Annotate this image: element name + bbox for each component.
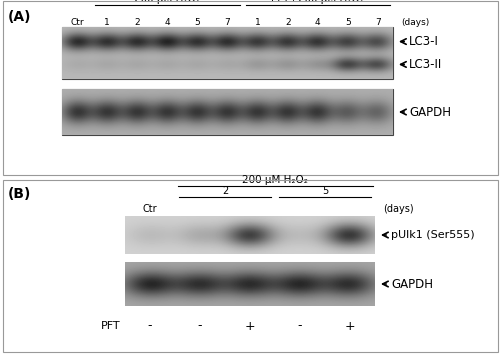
Text: (days): (days) bbox=[383, 204, 414, 214]
Text: 2: 2 bbox=[285, 18, 290, 27]
Text: (B): (B) bbox=[8, 187, 32, 201]
Text: PFT: PFT bbox=[100, 321, 120, 331]
Text: 7: 7 bbox=[375, 18, 381, 27]
Text: +: + bbox=[344, 320, 356, 332]
Text: 200 μM H₂O₂: 200 μM H₂O₂ bbox=[134, 0, 200, 4]
Text: 7: 7 bbox=[224, 18, 230, 27]
Text: pUlk1 (Ser555): pUlk1 (Ser555) bbox=[391, 230, 474, 240]
Text: +: + bbox=[244, 320, 256, 332]
Text: 1: 1 bbox=[254, 18, 260, 27]
Text: -: - bbox=[198, 320, 202, 332]
Text: 5: 5 bbox=[322, 186, 328, 196]
Text: -: - bbox=[298, 320, 302, 332]
Text: (A): (A) bbox=[8, 10, 32, 24]
Text: GAPDH: GAPDH bbox=[409, 105, 451, 119]
Text: GAPDH: GAPDH bbox=[391, 278, 433, 291]
Text: 200 μM H₂O₂: 200 μM H₂O₂ bbox=[242, 175, 308, 185]
Bar bbox=[62, 27, 393, 79]
Text: 1: 1 bbox=[104, 18, 110, 27]
Text: Ctr: Ctr bbox=[142, 204, 158, 214]
Text: -: - bbox=[148, 320, 152, 332]
Bar bbox=[62, 89, 393, 135]
Text: (days): (days) bbox=[401, 18, 429, 27]
Text: LC3-II: LC3-II bbox=[409, 58, 442, 71]
Text: 5: 5 bbox=[345, 18, 350, 27]
Text: PFT+200 μM H₂O₂: PFT+200 μM H₂O₂ bbox=[272, 0, 364, 4]
Text: Ctr: Ctr bbox=[70, 18, 84, 27]
Text: 4: 4 bbox=[315, 18, 320, 27]
Text: LC3-I: LC3-I bbox=[409, 35, 439, 48]
Text: 4: 4 bbox=[164, 18, 170, 27]
Text: 2: 2 bbox=[222, 186, 228, 196]
Text: 5: 5 bbox=[194, 18, 200, 27]
Text: 2: 2 bbox=[134, 18, 140, 27]
